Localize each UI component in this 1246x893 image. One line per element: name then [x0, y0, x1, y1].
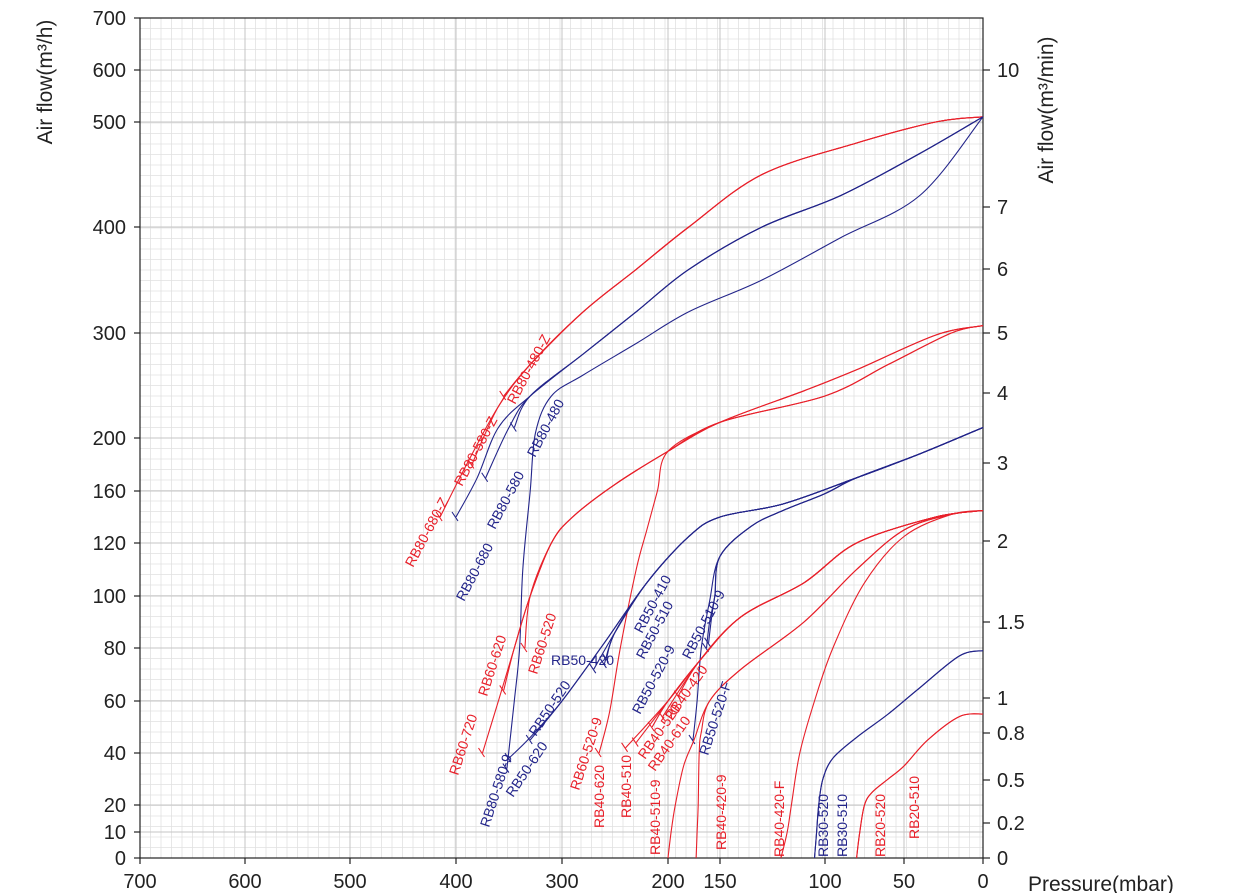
right-y-tick-label: 0: [997, 848, 1008, 870]
curve-end-marker-rb60-620: [499, 685, 507, 695]
curve-end-marker-rb60-520-9: [594, 747, 602, 758]
right-y-tick-label: 0.2: [997, 813, 1025, 835]
left-y-tick-label: 600: [93, 60, 126, 82]
curve-rb20-510: [856, 713, 984, 859]
left-y-tick-label: 20: [104, 795, 126, 817]
curve-end-marker-rb80-480: [509, 422, 517, 432]
left-y-tick-label: 300: [93, 323, 126, 345]
x-tick-label: 150: [703, 871, 736, 893]
x-axis-title: Pressure(mbar): [1028, 873, 1174, 893]
right-y-axis-ticks: 0 0.2 0.5 0.8 1 1.5 2 3 4 5 6 7 10: [983, 60, 1025, 870]
right-y-tick-label: 0.8: [997, 723, 1025, 745]
left-y-tick-label: 700: [93, 8, 126, 30]
x-tick-label: 100: [808, 871, 841, 893]
right-y-tick-label: 6: [997, 259, 1008, 281]
left-y-tick-label: 80: [104, 638, 126, 660]
curve-end-marker-rb80-580-9: [502, 763, 510, 773]
curve-end-marker-rb80-580-z: [467, 459, 475, 469]
curve-label-rb40-620: RB40-620: [591, 765, 607, 828]
curve-rb60-520-9: [598, 325, 984, 754]
right-y-tick-label: 0.5: [997, 770, 1025, 792]
curve-label-rb40-420-9: RB40-420-9: [713, 774, 729, 850]
left-y-tick-label: 200: [93, 428, 126, 450]
curve-end-marker-rb40-610: [647, 721, 655, 732]
right-y-tick-label: 5: [997, 323, 1008, 345]
curve-end-marker-rb60-520: [520, 642, 528, 653]
left-y-tick-label: 160: [93, 481, 126, 503]
curve-rb40-420-9: [695, 509, 984, 859]
left-y-axis-ticks: 0 10 20 40 60 80 100 120 160 200 300 400 500 600 700: [93, 8, 140, 870]
x-tick-label: 400: [439, 871, 472, 893]
curve-rb30-510: [813, 650, 984, 859]
left-y-tick-label: 400: [93, 217, 126, 239]
x-tick-label: 50: [893, 871, 915, 893]
x-tick-label: 700: [123, 871, 156, 893]
performance-curves: [435, 116, 984, 859]
curve-label-rb30-520: RB30-520: [815, 794, 831, 857]
grid: [139, 17, 984, 859]
curve-end-marker-rb50-520: [525, 734, 533, 745]
curve-end-marker-rb80-680: [451, 511, 459, 522]
curve-end-marker-rb50-520-f: [688, 734, 696, 745]
curve-label-rb20-520: RB20-520: [872, 794, 888, 857]
left-y-tick-label: 100: [93, 586, 126, 608]
curve-rb80-580-9: [506, 116, 984, 769]
left-y-tick-label: 0: [115, 848, 126, 870]
right-y-axis-title: Air flow(m³/min): [1035, 37, 1058, 184]
left-y-tick-label: 120: [93, 533, 126, 555]
curve-label-rb40-510-9: RB40-510-9: [647, 779, 663, 855]
x-tick-label: 0: [977, 871, 988, 893]
curve-end-marker-rb80-680-z: [435, 511, 443, 522]
curve-rb80-480: [513, 116, 984, 428]
x-tick-label: 200: [651, 871, 684, 893]
right-y-tick-label: 3: [997, 453, 1008, 475]
curve-end-marker-rb50-510: [599, 658, 607, 669]
curve-end-marker-rb50-620: [504, 752, 512, 763]
curve-end-marker-rb50-520-9: [704, 637, 712, 648]
left-y-tick-label: 500: [93, 112, 126, 134]
x-tick-label: 500: [333, 871, 366, 893]
left-y-tick-label: 60: [104, 691, 126, 713]
right-y-tick-label: 1.5: [997, 612, 1025, 634]
curve-end-marker-rb40-510: [621, 742, 629, 753]
curve-label-rb20-510: RB20-510: [906, 776, 922, 839]
right-y-tick-label: 10: [997, 60, 1019, 82]
curve-rb40-420-f: [780, 509, 984, 859]
curve-label-rb40-510: RB40-510: [618, 755, 634, 818]
x-axis-ticks: 700 600 500 400 300 200 150 100 50 0: [123, 858, 989, 893]
left-y-axis-title: Air flow(m³/h): [34, 20, 57, 145]
curve-end-marker-rb80-580: [481, 472, 489, 483]
curve-end-marker-rb50-420: [589, 663, 597, 674]
right-y-tick-label: 7: [997, 197, 1008, 219]
curve-rb80-480-z: [503, 116, 984, 397]
right-y-tick-label: 4: [997, 383, 1008, 405]
curve-end-marker-rb50-410: [602, 653, 609, 663]
left-y-tick-label: 10: [104, 822, 126, 844]
left-y-tick-label: 40: [104, 743, 126, 765]
x-tick-label: 300: [545, 871, 578, 893]
curve-label-rb50-420: RB50-420: [551, 652, 614, 668]
curve-rb40-610: [651, 509, 984, 728]
curve-label-rb30-510: RB30-510: [834, 794, 850, 857]
right-y-tick-label: 1: [997, 688, 1008, 710]
curve-end-marker-rb80-480-z: [499, 390, 507, 401]
curve-end-marker-rb60-720: [478, 747, 485, 758]
x-tick-label: 600: [228, 871, 261, 893]
curve-label-rb40-420-f: RB40-420-F: [771, 781, 787, 857]
right-y-tick-label: 2: [997, 531, 1008, 553]
